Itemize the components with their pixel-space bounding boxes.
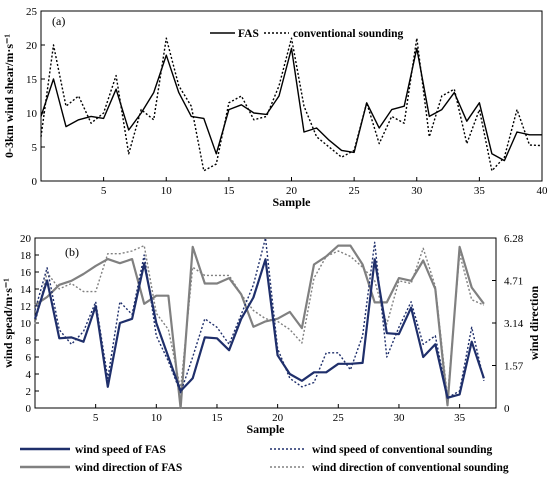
y-tick-label: 25 bbox=[26, 6, 38, 18]
y-tick-label: 5 bbox=[32, 142, 38, 154]
series-line-wind-speed-conventional bbox=[34, 237, 485, 399]
series-line-wind-direction-fas bbox=[34, 244, 485, 410]
panel-a: (a) Sample 0-3km wind shear/m·s⁻¹ 0 5 10 15… bbox=[2, 6, 548, 209]
panel-b: (b) Sample wind spead/m·s⁻¹ wind directi… bbox=[1, 233, 541, 474]
y-tick-label: 0 bbox=[32, 176, 38, 188]
panel-a-y-axis-label: 0-3km wind shear/m·s⁻¹ bbox=[2, 34, 16, 158]
y-tick-label: 12 bbox=[20, 301, 31, 313]
panel-a-label: (a) bbox=[52, 14, 65, 28]
x-tick-label: 25 bbox=[333, 412, 345, 424]
x-tick-label: 35 bbox=[454, 412, 466, 424]
x-tick-label: 35 bbox=[474, 185, 486, 197]
legend-label-wind-direction-conventional: wind direction of conventional sounding bbox=[312, 462, 509, 474]
panel-b-y2-axis-label: wind direction bbox=[527, 286, 541, 360]
panel-a-series bbox=[40, 37, 543, 172]
y-tick-label: 20 bbox=[20, 233, 32, 245]
panel-b-legend: wind speed of FAS wind direction of FAS … bbox=[20, 444, 509, 474]
x-tick-label: 10 bbox=[151, 412, 163, 424]
y2-tick-label: 1.57 bbox=[504, 361, 524, 373]
x-tick-label: 5 bbox=[101, 185, 107, 197]
series-line-wind-direction-conventional bbox=[34, 244, 485, 398]
legend-label-fas: FAS bbox=[238, 28, 259, 40]
series-line-wind-speed-fas bbox=[33, 258, 485, 399]
panel-b-y-axis-label: wind spead/m·s⁻¹ bbox=[1, 278, 15, 368]
x-tick-label: 15 bbox=[211, 412, 223, 424]
y-tick-label: 6 bbox=[26, 352, 32, 364]
legend-label-wind-speed-conventional: wind speed of conventional sounding bbox=[312, 444, 492, 456]
y-tick-label: 0 bbox=[26, 403, 32, 415]
x-tick-label: 15 bbox=[223, 185, 235, 197]
x-tick-label: 20 bbox=[272, 412, 284, 424]
y-tick-label: 15 bbox=[26, 74, 38, 86]
x-tick-label: 5 bbox=[93, 412, 99, 424]
series-line-conventional-sounding bbox=[40, 37, 543, 172]
x-tick-label: 20 bbox=[286, 185, 298, 197]
y-tick-label: 10 bbox=[26, 108, 38, 120]
panel-b-series bbox=[33, 237, 485, 410]
x-tick-label: 25 bbox=[349, 185, 361, 197]
y2-tick-label: 0 bbox=[504, 403, 510, 415]
panel-a-legend: FAS conventional sounding bbox=[210, 28, 403, 40]
panel-b-ticks: 0 2 4 6 8 10 12 14 16 18 20 0 1.57 3.14 4.71 6.28 5 10 15 2… bbox=[20, 233, 524, 424]
y-tick-label: 14 bbox=[20, 284, 32, 296]
legend-label-wind-direction-fas: wind direction of FAS bbox=[75, 462, 182, 474]
series-line-fas bbox=[40, 47, 542, 162]
panel-a-x-axis-label: Sample bbox=[272, 195, 311, 209]
y2-tick-label: 3.14 bbox=[504, 318, 524, 330]
y2-tick-label: 6.28 bbox=[504, 233, 524, 245]
panel-a-ticks: 0 5 10 15 20 25 5 10 15 20 25 30 35 40 bbox=[26, 6, 548, 197]
y-tick-label: 4 bbox=[26, 369, 32, 381]
panel-a-plot-frame bbox=[40, 10, 543, 182]
legend-label-wind-speed-fas: wind speed of FAS bbox=[75, 444, 166, 456]
x-tick-label: 30 bbox=[411, 185, 423, 197]
legend-label-conventional-sounding: conventional sounding bbox=[293, 28, 403, 40]
panel-b-x-axis-label: Sample bbox=[246, 422, 285, 436]
x-tick-label: 40 bbox=[537, 185, 549, 197]
y-tick-label: 10 bbox=[20, 318, 32, 330]
y-tick-label: 8 bbox=[26, 335, 32, 347]
y-tick-label: 2 bbox=[26, 386, 32, 398]
y2-tick-label: 4.71 bbox=[504, 276, 523, 288]
panel-b-label: (b) bbox=[65, 245, 79, 259]
x-tick-label: 30 bbox=[393, 412, 405, 424]
x-tick-label: 10 bbox=[161, 185, 173, 197]
y-tick-label: 18 bbox=[20, 250, 32, 262]
y-tick-label: 16 bbox=[20, 267, 32, 279]
y-tick-label: 20 bbox=[26, 40, 38, 52]
